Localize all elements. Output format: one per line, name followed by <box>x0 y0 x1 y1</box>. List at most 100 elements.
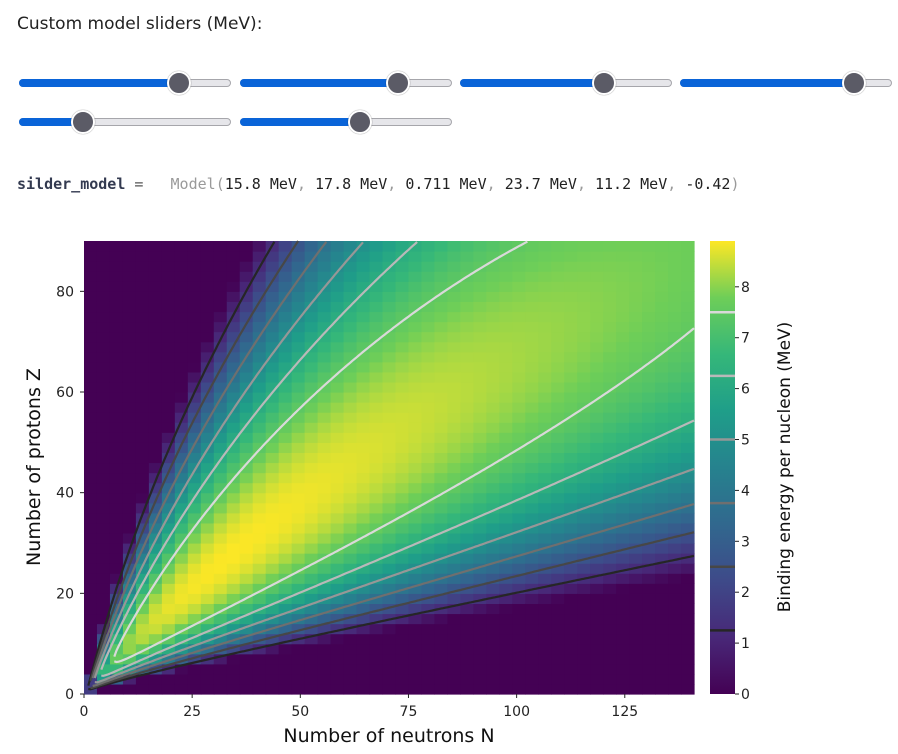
heatmap-cell <box>642 261 656 272</box>
heatmap-cell <box>395 492 410 504</box>
heatmap-cell <box>96 301 111 313</box>
slider-thumb[interactable] <box>386 71 411 95</box>
slider-thumb[interactable] <box>592 71 617 95</box>
heatmap-cell <box>96 683 111 695</box>
heatmap-cell <box>434 613 449 625</box>
heatmap-cell <box>291 512 306 524</box>
heatmap-cell <box>577 482 591 494</box>
heatmap-cell <box>486 452 500 464</box>
contour-line <box>94 467 695 684</box>
heatmap-cell <box>304 402 319 413</box>
heatmap-cell <box>161 623 176 635</box>
heatmap-cell <box>460 452 474 464</box>
heatmap-cell <box>486 663 500 675</box>
heatmap-cell <box>317 673 332 685</box>
heatmap-cell <box>421 381 436 393</box>
heatmap-cell <box>343 603 358 615</box>
heatmap-cell <box>226 412 241 423</box>
heatmap-cell <box>447 301 461 313</box>
heatmap-cell <box>291 623 306 635</box>
heatmap-cell <box>525 462 539 474</box>
heatmap-cell <box>421 251 436 262</box>
heatmap-cell <box>291 502 306 514</box>
model-slider-6[interactable] <box>240 110 452 134</box>
heatmap-cell <box>408 543 423 554</box>
heatmap-cell <box>161 653 176 665</box>
model-slider-3[interactable] <box>460 71 672 95</box>
heatmap-cell <box>551 361 565 373</box>
heatmap-cell <box>486 653 500 665</box>
heatmap-cell <box>616 361 630 373</box>
heatmap-cell <box>564 281 578 292</box>
heatmap-cell <box>603 573 617 584</box>
heatmap-cell <box>421 432 436 443</box>
heatmap-cell <box>590 593 604 604</box>
heatmap-cell <box>434 452 449 464</box>
heatmap-cell <box>421 663 436 675</box>
heatmap-cell <box>590 462 604 474</box>
heatmap-cell <box>577 683 591 695</box>
heatmap-cell <box>200 563 215 574</box>
heatmap-cell <box>564 683 578 695</box>
heatmap-cell <box>356 522 371 534</box>
heatmap-cell <box>122 633 137 645</box>
colorbar-label: Binding energy per nucleon (MeV) <box>775 322 795 613</box>
heatmap-cell <box>460 261 474 272</box>
heatmap-cell <box>421 321 436 333</box>
y-tick-label: 40 <box>56 486 74 502</box>
heatmap-cell <box>603 432 617 443</box>
heatmap-cell <box>473 583 487 594</box>
heatmap-cell <box>213 573 228 584</box>
heatmap-cell <box>512 432 526 443</box>
heatmap-cell <box>642 563 656 574</box>
heatmap-cell <box>356 402 371 413</box>
heatmap-cell <box>317 261 332 272</box>
heatmap-cell <box>421 442 436 453</box>
heatmap-cell <box>590 241 604 252</box>
heatmap-cell <box>278 532 293 544</box>
heatmap-cell <box>577 261 591 272</box>
model-slider-1[interactable] <box>19 71 231 95</box>
model-slider-4[interactable] <box>680 71 892 95</box>
heatmap-cell <box>590 482 604 494</box>
heatmap-cell <box>447 261 461 272</box>
slider-thumb[interactable] <box>71 110 96 134</box>
heatmap-cell <box>681 573 695 584</box>
heatmap-cell <box>434 301 449 313</box>
heatmap-cell <box>681 492 695 504</box>
heatmap-cell <box>473 532 487 544</box>
heatmap-cell <box>304 361 319 373</box>
heatmap-cell <box>512 412 526 423</box>
heatmap-cell <box>369 563 384 574</box>
heatmap-cell <box>356 361 371 373</box>
heatmap-cell <box>447 381 461 393</box>
heatmap-cell <box>616 482 630 494</box>
heatmap-cell <box>161 381 176 393</box>
heatmap-cell <box>512 492 526 504</box>
heatmap-cell <box>616 241 630 252</box>
heatmap-cell <box>174 532 189 544</box>
heatmap-cell <box>161 452 176 464</box>
slider-thumb[interactable] <box>167 71 192 95</box>
heatmap-cell <box>317 402 332 413</box>
heatmap-cell <box>590 673 604 685</box>
heatmap-cell <box>668 321 682 333</box>
heatmap-cell <box>395 442 410 453</box>
heatmap-cell <box>278 512 293 524</box>
heatmap-cell <box>304 331 319 343</box>
heatmap-cell <box>486 563 500 574</box>
heatmap-cell <box>109 522 124 534</box>
heatmap-cell <box>135 563 150 574</box>
heatmap-cell <box>226 321 241 333</box>
heatmap-cell <box>84 663 98 675</box>
heatmap-cell <box>629 472 643 484</box>
heatmap-cell <box>239 341 254 353</box>
heatmap-cell <box>291 462 306 474</box>
heatmap-cell <box>200 422 215 433</box>
model-slider-2[interactable] <box>240 71 452 95</box>
slider-thumb[interactable] <box>842 71 867 95</box>
model-slider-5[interactable] <box>19 110 231 134</box>
heatmap-cell <box>161 351 176 363</box>
slider-thumb[interactable] <box>347 110 372 134</box>
heatmap-cell <box>356 663 371 675</box>
